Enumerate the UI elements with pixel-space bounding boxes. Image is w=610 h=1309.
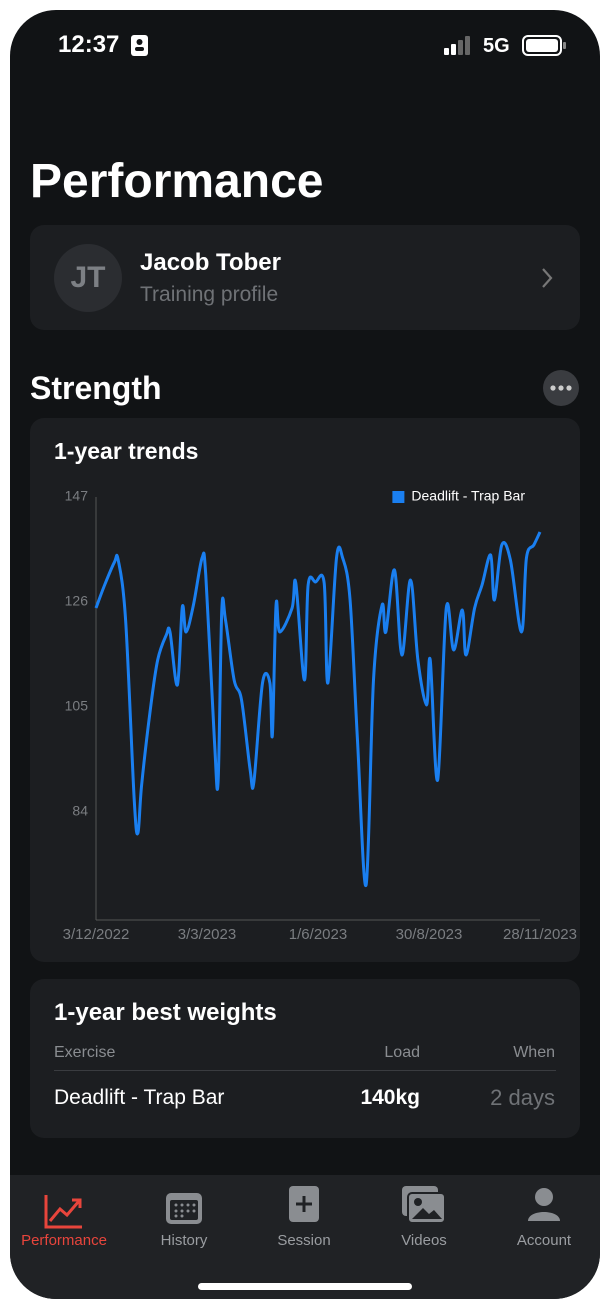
chart-card: 1-year trends 84 105 126 147 3/12/2022 3/3/20… [30, 418, 580, 962]
tab-icon [402, 1186, 446, 1224]
table-cell: 140kg [360, 1086, 420, 1109]
legend-label: Deadlift - Trap Bar [411, 488, 525, 504]
tab-bar [10, 1175, 600, 1299]
battery-icon [522, 35, 566, 56]
chart: 1-year trends 84 105 126 147 3/12/2022 3/3/20… [54, 438, 577, 943]
x-tick-label: 28/11/2023 [503, 926, 577, 943]
y-tick-label: 147 [65, 488, 89, 504]
status-icon [131, 35, 148, 56]
column-header: Load [384, 1044, 420, 1061]
page-title: Performance [30, 155, 324, 208]
column-header: Exercise [54, 1044, 116, 1061]
data-line [94, 531, 542, 887]
legend-swatch [392, 491, 405, 503]
y-tick-label: 84 [72, 803, 88, 819]
x-tick-label: 1/6/2023 [289, 926, 347, 943]
tab-label[interactable]: History [160, 1232, 208, 1249]
tab-icon [166, 1193, 202, 1224]
profile-subtitle: Training profile [140, 283, 279, 306]
table-cell: Deadlift - Trap Bar [54, 1086, 225, 1109]
x-tick-label: 3/12/2022 [63, 926, 130, 943]
tab-icon [528, 1188, 560, 1221]
profile-name: Jacob Tober [140, 249, 281, 276]
tab-icon [289, 1186, 319, 1222]
phone-screen: 12:37 5G Performance JT Jacob Tober Trai… [10, 10, 600, 1299]
best-weights-card: 1-year best weights Exercise Load When D… [30, 979, 580, 1138]
table-divider [54, 1070, 556, 1071]
table-cell: 2 days [490, 1085, 555, 1110]
tab-icon [44, 1195, 82, 1229]
y-tick-label: 105 [65, 698, 89, 714]
x-tick-label: 30/8/2023 [396, 926, 463, 943]
home-indicator [198, 1283, 412, 1290]
tab-label[interactable]: Videos [401, 1232, 447, 1249]
signal-icon [444, 36, 470, 55]
x-tick-label: 3/3/2023 [178, 926, 236, 943]
tab-label[interactable]: Account [516, 1232, 572, 1249]
tab-label[interactable]: Performance [21, 1232, 107, 1249]
section-title: Strength [30, 370, 162, 406]
tab-label[interactable]: Session [277, 1232, 331, 1249]
avatar-initials: JT [54, 244, 122, 312]
chart-title: 1-year trends [54, 438, 198, 464]
more-button[interactable] [543, 370, 579, 406]
column-header: When [513, 1044, 555, 1061]
chevron-icon [542, 268, 553, 288]
profile-card[interactable]: JT Jacob Tober Training profile [30, 225, 580, 330]
table-title: 1-year best weights [54, 999, 277, 1026]
y-tick-label: 126 [65, 593, 89, 609]
status-network: 5G [483, 35, 510, 57]
status-time: 12:37 [58, 31, 120, 58]
